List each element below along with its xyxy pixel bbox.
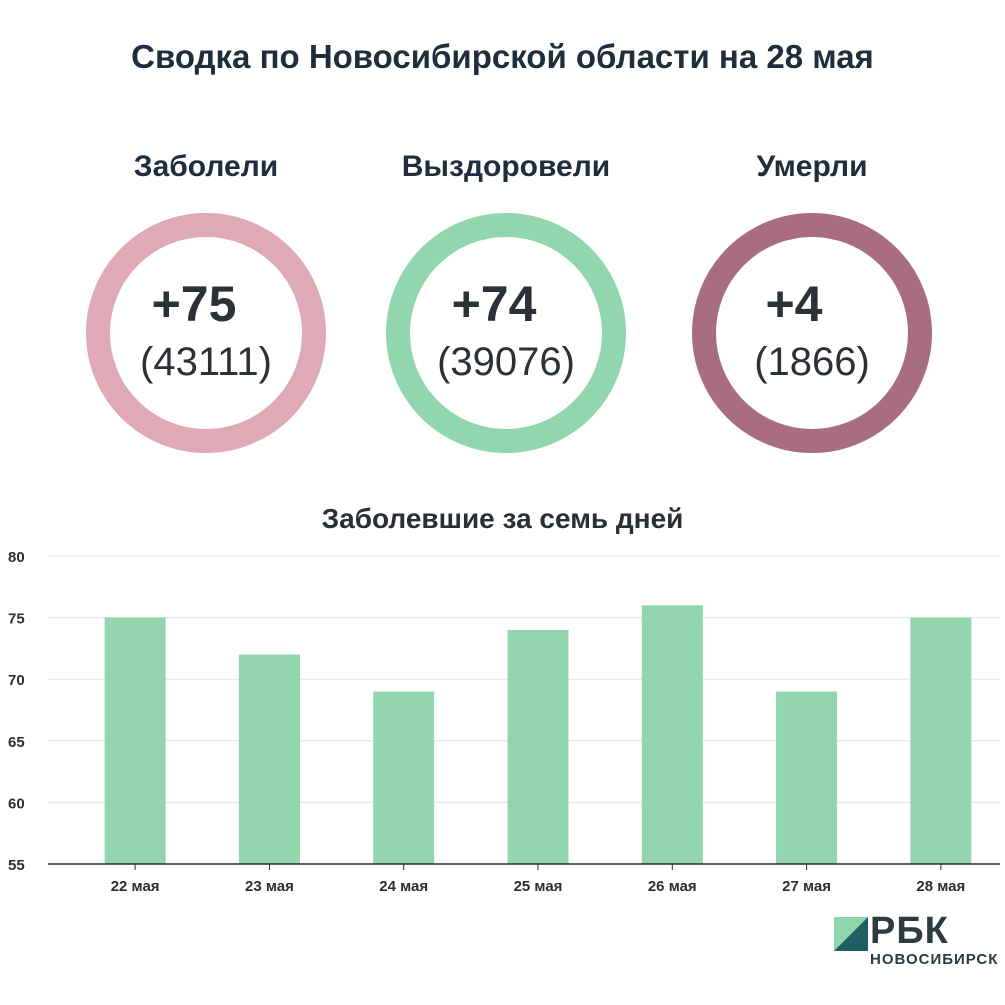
stat-recovered-label: Выздоровели: [401, 150, 611, 183]
x-tick-label: 27 мая: [782, 878, 831, 895]
page-title: Сводка по Новосибирской области на 28 ма…: [131, 38, 874, 75]
x-tick-label: 26 мая: [648, 878, 697, 895]
chart-title: Заболевшие за семь дней: [321, 503, 684, 534]
stat-deaths-label: Умерли: [756, 150, 868, 183]
rbc-logo-brand: РБК: [870, 910, 949, 952]
stat-infected-total: (43111): [140, 340, 272, 384]
rbc-logo-region: НОВОСИБИРСК: [870, 951, 999, 968]
y-tick-label: 75: [8, 611, 25, 628]
stat-recovered: Выздоровели +74 (39076): [356, 145, 656, 465]
bar: [776, 691, 838, 864]
bar: [641, 605, 703, 864]
y-tick-label: 55: [8, 857, 25, 874]
y-tick-label: 65: [8, 734, 25, 751]
x-tick-label: 22 мая: [111, 878, 160, 895]
stat-deaths: Умерли +4 (1866): [662, 145, 962, 465]
stat-recovered-delta: +74: [451, 276, 537, 332]
stat-deaths-ring: [692, 213, 932, 453]
x-tick-label: 25 мая: [514, 878, 563, 895]
bar: [238, 654, 300, 864]
rbc-logo-mark-icon: [834, 917, 868, 951]
y-tick-label: 70: [8, 672, 25, 689]
y-tick-label: 80: [8, 549, 25, 566]
bar-chart: 55 60 65 70 75 80 22 мая 23 мая 24 мая 25 мая 26 м…: [8, 549, 1000, 895]
y-tick-label: 60: [8, 795, 25, 812]
stat-infected-label: Заболели: [133, 150, 279, 183]
bar: [104, 617, 166, 864]
x-tick-label: 28 мая: [916, 878, 965, 895]
stat-deaths-delta: +4: [765, 276, 823, 332]
stat-infected: Заболели +75 (43111): [56, 145, 356, 465]
bar: [910, 617, 972, 864]
stat-recovered-ring: [386, 213, 626, 453]
stat-deaths-total: (1866): [754, 340, 870, 384]
rbc-logo: РБК НОВОСИБИРСК: [834, 910, 999, 974]
stat-recovered-total: (39076): [437, 340, 575, 384]
x-tick-label: 23 мая: [245, 878, 294, 895]
stat-infected-ring: [86, 213, 326, 453]
bar: [373, 691, 435, 864]
x-tick-label: 24 мая: [379, 878, 428, 895]
stat-infected-delta: +75: [151, 276, 237, 332]
bar: [507, 629, 569, 864]
